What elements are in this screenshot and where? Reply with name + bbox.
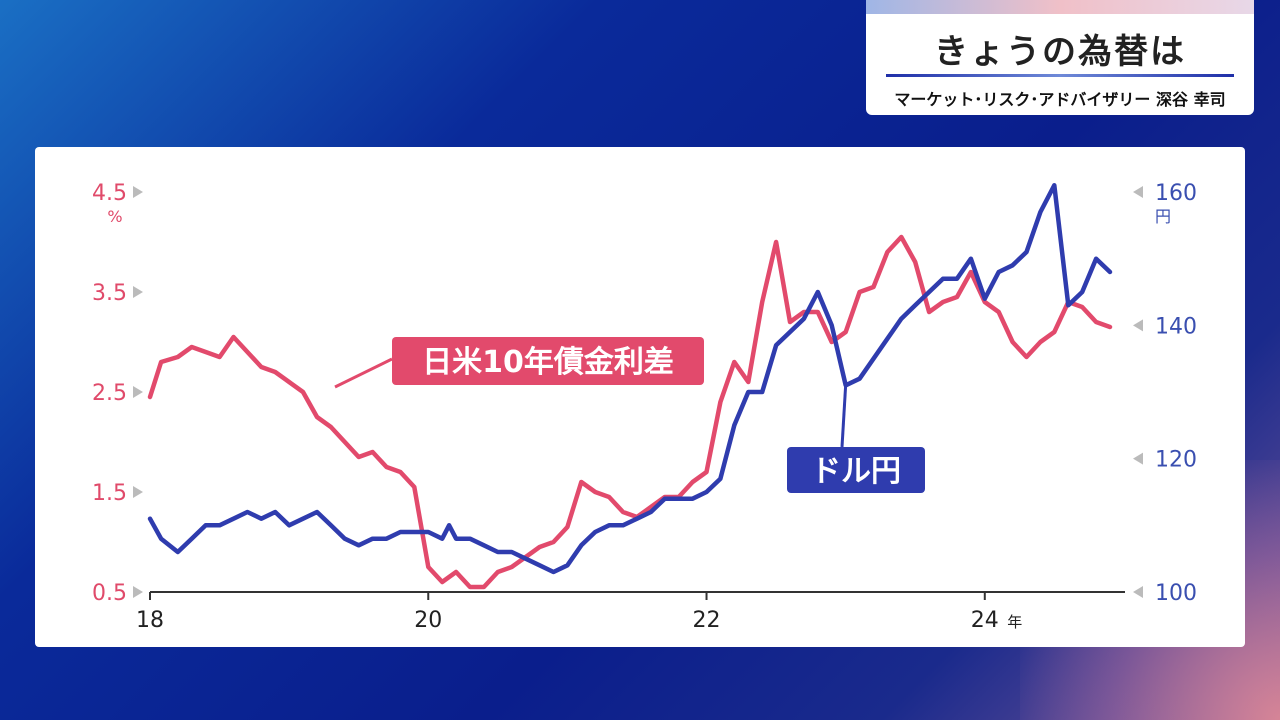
y-left-tick-label: 3.5 — [92, 281, 127, 306]
y-right-tick-marker — [1133, 452, 1143, 465]
y-left-tick-label: 1.5 — [92, 481, 127, 506]
y-left-tick-label: 2.5 — [92, 381, 127, 406]
page-subtitle: マーケット･リスク･アドバイザリー 深谷 幸司 — [894, 90, 1226, 109]
title-divider — [886, 74, 1234, 77]
y-right-unit: 円 — [1155, 207, 1171, 226]
series-line-rate-spread — [147, 234, 1113, 590]
y-left-unit: % — [107, 207, 122, 226]
y-left-tick-marker — [133, 486, 143, 498]
annotation-leader-spread — [334, 357, 393, 389]
title-accent-bar — [866, 0, 1254, 14]
series-line-usdjpy — [147, 183, 1113, 575]
annotation-label-spread: 日米10年債金利差 — [422, 345, 674, 380]
y-left-tick-marker — [133, 186, 143, 198]
y-left-tick-label: 4.5 — [92, 181, 127, 206]
x-tick-label: 18 — [136, 608, 164, 633]
page-title: きょうの為替は — [934, 32, 1186, 72]
annotation-box-usdjpy — [787, 447, 925, 493]
y-left-tick-marker — [133, 386, 143, 398]
title-card: きょうの為替は マーケット･リスク･アドバイザリー 深谷 幸司 — [866, 0, 1254, 115]
y-right-tick-marker — [1133, 319, 1143, 332]
annotation-box-spread — [392, 337, 704, 385]
x-tick-label: 24 — [971, 608, 999, 633]
chart-panel: 0.5 1.5 2.5 3.5 4.5% 100 120 140 160 円 18 20 22 24 年 日米… — [35, 147, 1245, 647]
x-axis-unit: 年 — [1007, 613, 1022, 631]
y-left-tick-marker — [133, 586, 143, 598]
y-right-tick-marker — [1133, 186, 1143, 198]
x-tick-label: 22 — [693, 608, 721, 633]
annotation-label-usdjpy: ドル円 — [811, 454, 901, 489]
y-right-tick-label: 140 — [1155, 314, 1197, 339]
y-right-tick-label: 120 — [1155, 448, 1197, 473]
y-left-tick-marker — [133, 286, 143, 298]
y-right-tick-label: 160 — [1155, 181, 1197, 206]
y-right-tick-label: 100 — [1155, 581, 1197, 606]
annotation-leader-usdjpy — [840, 385, 848, 448]
x-tick-label: 20 — [414, 608, 442, 633]
y-right-tick-marker — [1133, 586, 1143, 598]
y-left-tick-label: 0.5 — [92, 581, 127, 606]
